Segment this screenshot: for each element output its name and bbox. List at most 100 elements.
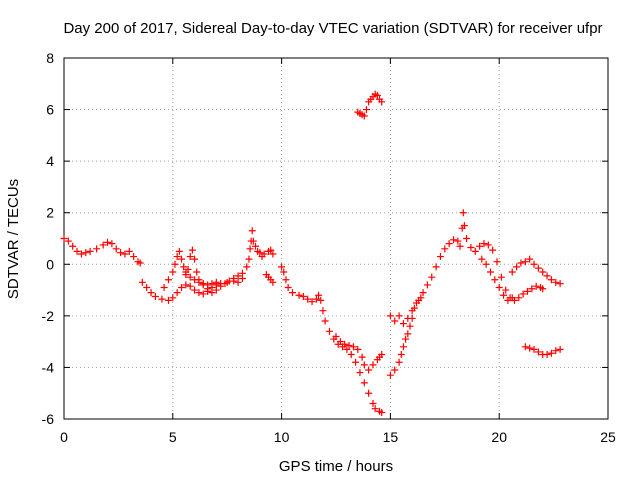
- data-point: [317, 296, 325, 304]
- data-point: [184, 265, 192, 273]
- data-point: [191, 286, 199, 294]
- data-point: [547, 276, 555, 284]
- series-arc-9: [386, 209, 547, 379]
- data-point: [532, 282, 540, 290]
- data-point: [212, 278, 220, 286]
- data-point: [493, 258, 501, 266]
- data-point: [454, 237, 462, 245]
- data-point: [349, 343, 357, 351]
- data-point: [456, 242, 464, 250]
- series-arc-7: [332, 332, 386, 374]
- data-point: [378, 98, 386, 106]
- data-point: [360, 379, 368, 387]
- y-tick-label: 8: [46, 50, 54, 66]
- data-point: [521, 258, 529, 266]
- chart-title: Day 200 of 2017, Sidereal Day-to-day VTE…: [63, 20, 602, 37]
- data-point: [530, 260, 538, 268]
- axis-ticks: 0 5 10 15 20 25 -6 -4 -2 0 2 4 6 8: [42, 50, 616, 445]
- series-arc-5: [262, 271, 277, 286]
- data-point: [217, 282, 225, 290]
- data-point: [304, 295, 312, 303]
- series-arc-6: [278, 263, 386, 417]
- data-point: [121, 250, 129, 258]
- data-point: [508, 268, 516, 276]
- data-point: [295, 291, 303, 299]
- data-point: [480, 240, 488, 248]
- data-point: [356, 369, 364, 377]
- data-point: [460, 222, 468, 230]
- data-point: [450, 236, 458, 244]
- data-point: [502, 286, 510, 294]
- x-tick-label: 0: [60, 429, 68, 445]
- data-point: [423, 281, 431, 289]
- data-point: [543, 272, 551, 280]
- data-point: [234, 278, 242, 286]
- data-point: [358, 353, 366, 361]
- data-point: [543, 351, 551, 359]
- data-point: [173, 289, 181, 297]
- data-point: [556, 280, 564, 288]
- data-point: [371, 405, 379, 413]
- data-point: [365, 389, 373, 397]
- data-point: [104, 238, 112, 246]
- data-point: [143, 283, 151, 291]
- data-point: [484, 241, 492, 249]
- data-point: [373, 91, 381, 99]
- data-point: [147, 289, 155, 297]
- data-point: [178, 255, 186, 263]
- data-point: [352, 358, 360, 366]
- data-point: [530, 345, 538, 353]
- data-point: [445, 240, 453, 248]
- data-point: [500, 291, 508, 299]
- data-point: [336, 338, 344, 346]
- data-point: [125, 247, 133, 255]
- data-point: [360, 112, 368, 120]
- data-point: [365, 366, 373, 374]
- data-points: [60, 90, 564, 417]
- data-point: [248, 227, 256, 235]
- data-point: [321, 317, 329, 325]
- data-point: [182, 271, 190, 279]
- data-point: [539, 268, 547, 276]
- data-point: [417, 294, 425, 302]
- data-point: [391, 317, 399, 325]
- data-point: [397, 351, 405, 359]
- data-point: [526, 344, 534, 352]
- data-point: [539, 285, 547, 293]
- data-point: [432, 263, 440, 271]
- data-point: [199, 290, 207, 298]
- data-point: [99, 241, 107, 249]
- data-point: [136, 259, 144, 267]
- x-tick-label: 15: [383, 429, 399, 445]
- data-point: [362, 106, 370, 114]
- data-point: [428, 273, 436, 281]
- data-point: [195, 289, 203, 297]
- series-arc-10: [386, 294, 425, 328]
- data-point: [436, 253, 444, 261]
- data-point: [221, 280, 229, 288]
- data-point: [399, 320, 407, 328]
- data-point: [73, 247, 81, 255]
- data-point: [77, 250, 85, 258]
- data-point: [288, 289, 296, 297]
- data-point: [467, 244, 475, 252]
- data-point: [138, 278, 146, 286]
- data-point: [486, 268, 494, 276]
- data-point: [343, 345, 351, 353]
- data-point: [208, 289, 216, 297]
- data-point: [513, 263, 521, 271]
- data-point: [230, 274, 238, 282]
- x-tick-label: 10: [274, 429, 290, 445]
- data-point: [186, 273, 194, 281]
- data-point: [191, 255, 199, 263]
- data-point: [160, 283, 168, 291]
- data-point: [360, 361, 368, 369]
- y-axis-label: SDTVAR / TECUs: [5, 179, 22, 299]
- data-point: [408, 307, 416, 315]
- data-point: [528, 285, 536, 293]
- data-point: [319, 307, 327, 315]
- data-point: [186, 282, 194, 290]
- data-point: [521, 343, 529, 351]
- data-point: [117, 249, 125, 257]
- y-tick-label: 6: [46, 102, 54, 118]
